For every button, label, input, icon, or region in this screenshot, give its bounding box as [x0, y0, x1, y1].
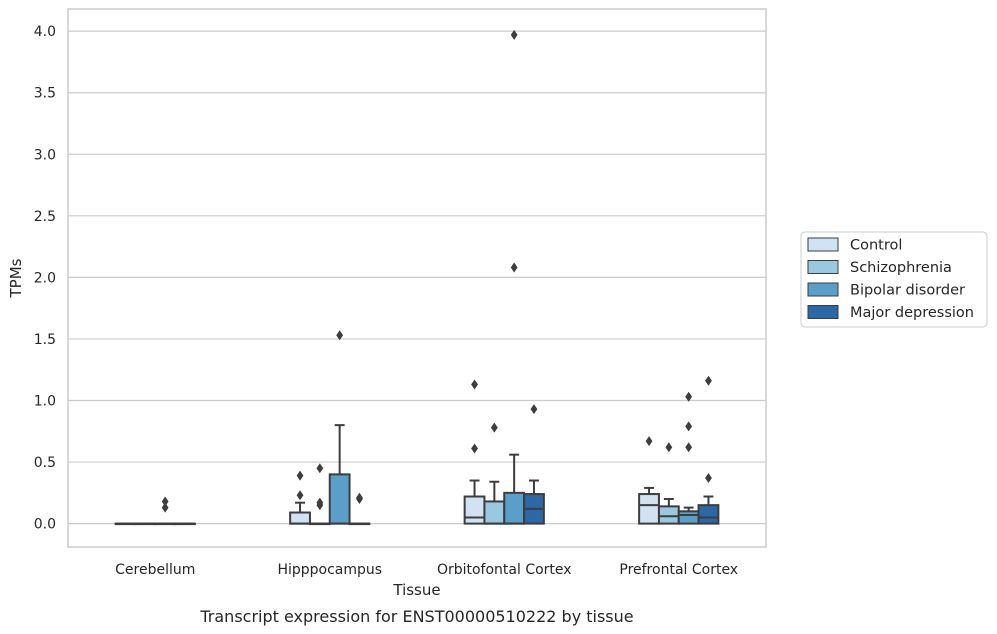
outlier-point — [161, 496, 169, 507]
plot-border — [67, 8, 767, 548]
box-group — [308, 463, 331, 526]
plot-frame — [67, 8, 767, 548]
outlier-point — [296, 470, 304, 481]
box-group — [483, 422, 506, 525]
y-tick-label: 2.5 — [34, 209, 56, 225]
box-group — [174, 522, 196, 526]
outlier-point — [645, 436, 653, 447]
legend-label: Major depression — [850, 305, 974, 321]
boxes-layer — [114, 29, 720, 526]
y-tick-label: 4.0 — [34, 24, 56, 40]
legend-swatch — [807, 260, 839, 274]
legend-label: Control — [850, 238, 902, 254]
box-group — [289, 470, 311, 525]
box-group — [134, 522, 157, 526]
outlier-point — [356, 492, 363, 503]
outlier-point — [316, 497, 324, 508]
legend-swatch — [807, 237, 839, 252]
y-tick-label: 3.0 — [34, 147, 56, 163]
x-axis-title: Tissue — [392, 581, 440, 599]
box-group — [348, 492, 371, 526]
outlier-point — [161, 502, 169, 513]
outlier-point — [471, 379, 478, 390]
outlier-point — [490, 422, 498, 433]
box — [697, 504, 720, 525]
outlier-point — [510, 262, 518, 273]
box-group — [114, 522, 137, 526]
box — [638, 493, 660, 525]
box — [657, 505, 680, 525]
box-group — [154, 496, 177, 526]
chart-caption: Transcript expression for ENST0000051022… — [199, 607, 633, 626]
x-tick-label: Prefrontal Cortex — [619, 562, 738, 578]
box-group — [697, 375, 720, 525]
y-tick-label: 2.0 — [34, 270, 56, 286]
legend-swatch — [807, 305, 839, 319]
x-tick-label: Hipppocampus — [277, 562, 382, 578]
box-group — [523, 404, 545, 525]
box-group — [657, 442, 680, 525]
y-tick-label: 0.5 — [34, 455, 56, 471]
outlier-point — [336, 330, 344, 341]
legend: Control Schizophrenia Bipolar disorder Majo… — [800, 231, 988, 328]
outlier-point — [705, 375, 712, 386]
gridlines — [68, 30, 766, 525]
legend-label: Bipolar disorder — [850, 283, 965, 299]
box — [677, 510, 700, 525]
box — [503, 491, 526, 525]
legend-frame — [800, 231, 988, 328]
outlier-point — [316, 463, 324, 474]
tick-labels: 0.0 0.5 1.0 1.5 2.0 2.5 3.0 3.5 4.0 Cerebellum Hip… — [34, 24, 738, 578]
box — [463, 495, 486, 525]
y-axis-title: TPMs — [7, 258, 25, 298]
y-tick-label: 0.0 — [34, 517, 56, 533]
box — [328, 473, 351, 525]
x-tick-label: Cerebellum — [115, 562, 195, 578]
outlier-point — [665, 442, 673, 453]
outlier-point — [530, 404, 538, 415]
outlier-point — [685, 421, 693, 432]
outlier-point — [705, 473, 712, 484]
x-tick-label: Orbitofontal Cortex — [437, 562, 572, 578]
box — [483, 500, 506, 525]
legend-label: Schizophrenia — [850, 260, 952, 276]
box-group — [677, 391, 700, 525]
y-tick-label: 3.5 — [34, 86, 56, 102]
box-group — [328, 330, 351, 525]
outlier-point — [471, 443, 478, 454]
box-group — [503, 29, 526, 525]
outlier-point — [685, 391, 693, 402]
outlier-point — [510, 29, 518, 40]
box-group — [638, 436, 660, 525]
outlier-point — [296, 490, 304, 501]
box — [289, 511, 311, 525]
legend-swatch — [807, 282, 839, 297]
y-tick-label: 1.5 — [34, 332, 56, 348]
y-tick-label: 1.0 — [34, 393, 56, 409]
box-group — [463, 379, 486, 525]
outlier-point — [685, 442, 693, 453]
